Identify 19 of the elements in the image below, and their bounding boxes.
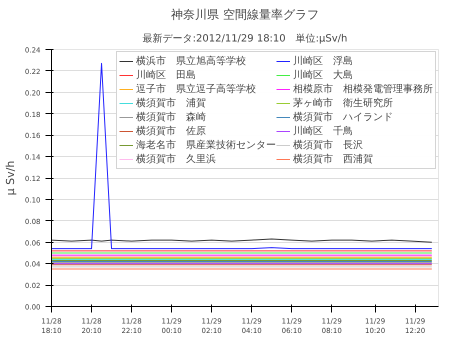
legend-label: 横須賀市 森崎 <box>136 110 206 124</box>
legend-label: 横浜市 県立旭高等学校 <box>136 54 246 68</box>
legend-label: 相模原市 相模発電管理事務所 <box>293 82 433 96</box>
legend-label: 横須賀市 佐原 <box>136 124 206 138</box>
legend-label: 川崎区 浮島 <box>293 54 353 68</box>
legend-label: 海老名市 県産業技術センター <box>136 138 276 152</box>
legend-label: 横須賀市 ハイランド <box>293 110 393 124</box>
legend-label: 川崎区 田島 <box>136 68 196 82</box>
legend-label: 川崎区 千鳥 <box>293 124 353 138</box>
legend-label: 逗子市 県立逗子高等学校 <box>136 82 256 96</box>
legend-label: 横須賀市 長沢 <box>293 138 363 152</box>
legend-label: 茅ヶ崎市 衛生研究所 <box>293 96 393 110</box>
legend-label: 横須賀市 西浦賀 <box>293 152 373 166</box>
legend-label: 横須賀市 浦賀 <box>136 96 206 110</box>
legend-label: 横須賀市 久里浜 <box>136 152 216 166</box>
legend-label: 川崎区 大島 <box>293 68 353 82</box>
chart-subtitle: 最新データ:2012/11/29 18:10 単位:μSv/h <box>142 32 348 44</box>
chart-title: 神奈川県 空間線量率グラフ <box>171 8 319 22</box>
y-axis-title: μ Sv/h <box>4 160 17 196</box>
